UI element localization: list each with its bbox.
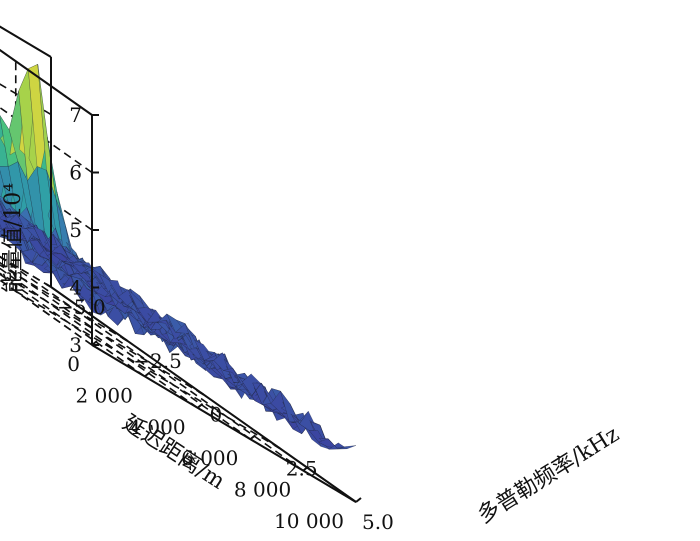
y-tick-label: −5.0 — [57, 295, 106, 319]
z-tick-label: 5 — [69, 218, 82, 242]
tick-mark — [197, 390, 205, 396]
x-tick-label: 8 000 — [234, 478, 291, 502]
tick-mark — [91, 340, 98, 346]
z-tick-label: 6 — [69, 161, 82, 185]
z-tick-label: 4 — [69, 276, 82, 300]
tick-mark — [249, 434, 257, 440]
x-tick-label: 6 000 — [181, 446, 238, 470]
axis-lines — [0, 25, 362, 503]
box-edge — [0, 48, 93, 116]
y-tick-label: 0 — [210, 403, 223, 427]
tick-mark — [196, 403, 204, 409]
tick-mark — [121, 336, 128, 342]
y-tick-label: −2.5 — [133, 349, 182, 373]
x-tick-label: 10 000 — [274, 509, 344, 533]
tick-labels: 3 4 5 6 7 0 2 000 4 000 6 000 8 000 10 000 5.0 2.5 0 −… — [57, 103, 394, 534]
tick-mark — [355, 497, 362, 503]
tick-mark — [302, 465, 309, 472]
z-tick-label: 7 — [69, 103, 82, 127]
x-tick-label: 2 000 — [76, 383, 133, 407]
tick-mark — [274, 444, 281, 450]
z-tick-label: 3 — [69, 333, 82, 357]
surface-patch — [337, 445, 357, 450]
x-tick-label: 4 000 — [128, 415, 185, 439]
x-tick-label: 0 — [67, 352, 80, 376]
tick-mark — [144, 371, 151, 378]
y-axis-label: 多普勒频率/kHz — [473, 422, 623, 529]
tick-mark — [350, 498, 357, 503]
z-axis-label: 能量值/10⁴ — [1, 183, 26, 293]
tick-mark — [45, 283, 52, 288]
grid-line — [0, 255, 304, 472]
grid-line — [0, 25, 52, 58]
x-axis-line — [91, 344, 357, 503]
surface-plot — [0, 63, 357, 450]
box-edge — [0, 25, 52, 58]
grid-line — [0, 49, 93, 116]
y-tick-label: 2.5 — [286, 456, 318, 480]
y-tick-label: 5.0 — [362, 510, 394, 534]
